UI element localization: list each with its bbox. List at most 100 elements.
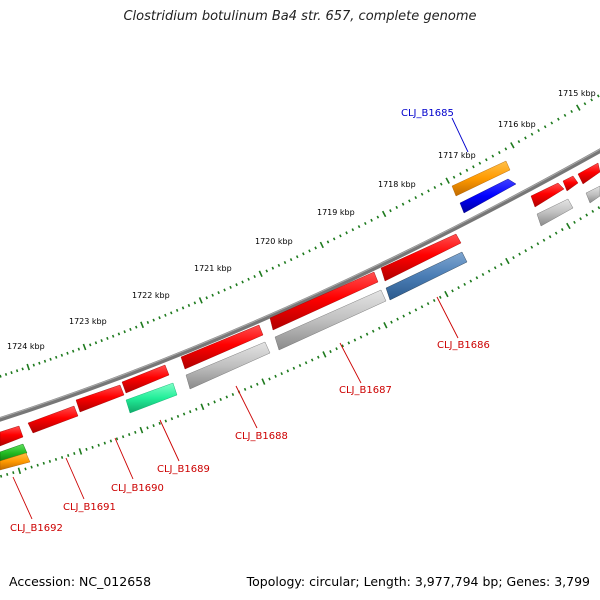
minor-tick	[452, 175, 456, 179]
leader-line-clj-b1685	[451, 117, 469, 153]
minor-tick	[91, 445, 94, 449]
gene-arrow-clj-b1685-blue[interactable]	[459, 178, 517, 214]
gene-arrow-orange[interactable]	[0, 452, 31, 471]
minor-tick	[463, 282, 467, 286]
gene-arrow-clj-b1688-grey[interactable]	[185, 341, 271, 390]
minor-tick	[537, 128, 540, 133]
minor-tick	[573, 220, 576, 224]
minor-tick	[557, 117, 560, 121]
minor-tick	[487, 269, 491, 273]
minor-tick	[339, 234, 342, 238]
gene-arrow-clj-b1685-orange[interactable]	[451, 160, 511, 197]
gene-arrow-clj-b1686-steelblue[interactable]	[385, 251, 468, 301]
tick-label: 1715 kbp	[558, 89, 596, 98]
gene-arrow-red[interactable]	[27, 405, 79, 434]
minor-tick	[465, 168, 469, 172]
minor-tick	[265, 269, 269, 273]
minor-tick	[433, 186, 437, 190]
gene-label-clj-b1685[interactable]: CLJ_B1685	[401, 108, 454, 119]
gene-arrow-red[interactable]	[121, 364, 170, 394]
tick-label: 1724 kbp	[7, 342, 45, 351]
minor-tick	[370, 218, 373, 222]
minor-tick	[457, 286, 460, 290]
minor-tick	[38, 361, 41, 365]
tick-label: 1719 kbp	[317, 208, 355, 217]
major-tick	[505, 257, 510, 265]
minor-tick	[211, 293, 214, 297]
gene-arrow-right-3[interactable]	[577, 162, 600, 185]
gene-arrow-red[interactable]	[0, 425, 24, 447]
minor-tick	[187, 303, 191, 307]
minor-tick	[469, 279, 473, 283]
gene-arrow-right-2[interactable]	[562, 175, 579, 192]
gene-arrow-clj-b1687-grey[interactable]	[274, 289, 387, 351]
leader-line-clj-b1686	[436, 296, 459, 339]
minor-tick	[229, 285, 232, 289]
minor-tick	[378, 326, 381, 330]
minor-tick	[591, 209, 595, 213]
major-tick	[322, 351, 327, 358]
minor-tick	[359, 335, 363, 339]
minor-tick	[42, 461, 45, 465]
outer-tick-ring	[0, 94, 600, 378]
minor-tick	[152, 424, 155, 428]
minor-tick	[164, 419, 168, 423]
major-tick	[258, 270, 263, 278]
minor-tick	[570, 109, 573, 114]
minor-tick	[48, 459, 52, 463]
gene-arrow-red[interactable]	[269, 271, 379, 331]
minor-tick	[583, 102, 587, 106]
major-tick	[198, 297, 203, 304]
gene-arrow-right-1[interactable]	[530, 182, 565, 208]
minor-tick	[225, 395, 229, 399]
minor-tick	[193, 301, 197, 305]
gene-arrow-grey-right-2[interactable]	[585, 185, 600, 204]
minor-tick	[548, 235, 552, 239]
minor-tick	[283, 260, 287, 265]
gene-arrow-green[interactable]	[0, 443, 28, 463]
major-tick	[78, 448, 83, 455]
gene-label-clj-b1689[interactable]: CLJ_B1689	[157, 464, 210, 475]
minor-tick	[390, 320, 393, 324]
minor-tick	[60, 353, 64, 357]
minor-tick	[152, 318, 155, 322]
genome-backbone	[0, 148, 600, 422]
minor-tick	[0, 374, 2, 378]
minor-tick	[432, 298, 436, 302]
minor-tick	[253, 275, 256, 279]
gene-arrow-clj-b1689-teal[interactable]	[125, 382, 178, 414]
minor-tick	[249, 385, 253, 389]
gene-arrow-red[interactable]	[380, 233, 462, 282]
minor-tick	[205, 296, 208, 300]
minor-tick	[219, 397, 222, 401]
accession-text: Accession: NC_012658	[9, 574, 152, 589]
gene-label-clj-b1691[interactable]: CLJ_B1691	[63, 502, 116, 513]
gene-arrow-red[interactable]	[75, 384, 125, 413]
major-tick	[575, 104, 581, 111]
minor-tick	[30, 465, 33, 469]
minor-tick	[420, 192, 424, 196]
minor-tick	[54, 457, 58, 461]
gene-arrow-grey-right[interactable]	[536, 198, 574, 227]
minor-tick	[103, 441, 106, 445]
minor-tick	[499, 262, 503, 266]
gene-label-clj-b1692[interactable]: CLJ_B1692	[10, 523, 63, 534]
minor-tick	[518, 252, 521, 256]
minor-tick	[67, 453, 70, 457]
gene-label-clj-b1686[interactable]: CLJ_B1686	[437, 340, 490, 351]
gene-arrow-red[interactable]	[180, 324, 264, 370]
minor-tick	[121, 435, 125, 439]
minor-tick	[117, 332, 121, 336]
minor-tick	[357, 225, 361, 229]
gene-label-clj-b1687[interactable]: CLJ_B1687	[339, 385, 392, 396]
gene-label-clj-b1688[interactable]: CLJ_B1688	[235, 431, 288, 442]
minor-tick	[181, 306, 185, 310]
minor-tick	[71, 349, 75, 353]
minor-tick	[298, 363, 302, 368]
minor-tick	[478, 161, 482, 165]
gene-label-clj-b1690[interactable]: CLJ_B1690	[111, 483, 164, 494]
minor-tick	[15, 369, 19, 373]
minor-tick	[129, 327, 132, 331]
minor-tick	[345, 231, 348, 235]
